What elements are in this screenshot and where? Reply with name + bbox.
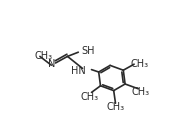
- Text: CH₃: CH₃: [80, 92, 98, 102]
- Text: CH₃: CH₃: [131, 87, 149, 97]
- Text: CH₃: CH₃: [35, 51, 53, 61]
- Text: N: N: [48, 59, 56, 69]
- Text: CH₃: CH₃: [107, 102, 125, 112]
- Text: HN: HN: [70, 66, 85, 76]
- Text: SH: SH: [81, 46, 95, 56]
- Text: CH₃: CH₃: [130, 59, 149, 69]
